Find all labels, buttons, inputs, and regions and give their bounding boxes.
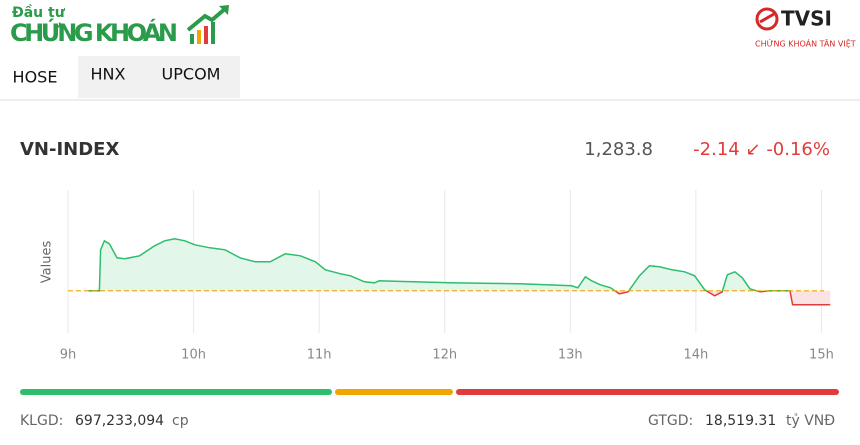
tab[interactable]: HNX <box>91 65 126 84</box>
change: -2.14 <box>693 139 740 160</box>
volume: 697,233,094 <box>75 413 164 429</box>
x-tick-label: 13h <box>558 348 583 363</box>
x-tick-label: 10h <box>181 348 206 363</box>
chart: 9h 10h 11h 12h 13h 14h 15h <box>60 190 834 363</box>
area <box>88 238 831 305</box>
index-value: 1,283.8 <box>584 139 653 160</box>
brand-sub: CHỨNG KHOÁN TÂN VIỆT <box>755 38 856 50</box>
logo-top: Đầu tư <box>12 4 66 21</box>
tab[interactable]: HOSE <box>13 68 58 87</box>
index-change: -2.14 ↙ -0.16% <box>693 139 830 160</box>
arrow: ↙ <box>745 139 760 160</box>
x-tick-label: 11h <box>307 348 332 363</box>
volume-unit: cp <box>172 413 189 429</box>
x-tick-label: 9h <box>60 348 77 363</box>
tab[interactable]: UPCOM <box>162 65 221 84</box>
value-unit: tỷ VNĐ <box>786 413 835 429</box>
logo-icon <box>186 5 229 44</box>
brand: TVSI <box>781 7 832 31</box>
trade-value: 18,519.31 <box>705 413 776 429</box>
brand-icon <box>755 7 779 31</box>
x-tick-label: 14h <box>683 348 708 363</box>
volume-label: KLGD: <box>20 413 63 429</box>
x-tick-label: 15h <box>809 348 834 363</box>
line <box>88 238 831 306</box>
index-name: VN-INDEX <box>20 139 119 160</box>
breadth-bar <box>20 389 839 395</box>
value-label: GTGD: <box>648 413 693 429</box>
y-axis-label: Values <box>40 241 55 284</box>
x-tick-label: 12h <box>432 348 457 363</box>
tab-bg <box>78 56 240 98</box>
percent: -0.16% <box>766 139 830 160</box>
logo-main: CHỨNG KHOÁN <box>10 17 178 47</box>
